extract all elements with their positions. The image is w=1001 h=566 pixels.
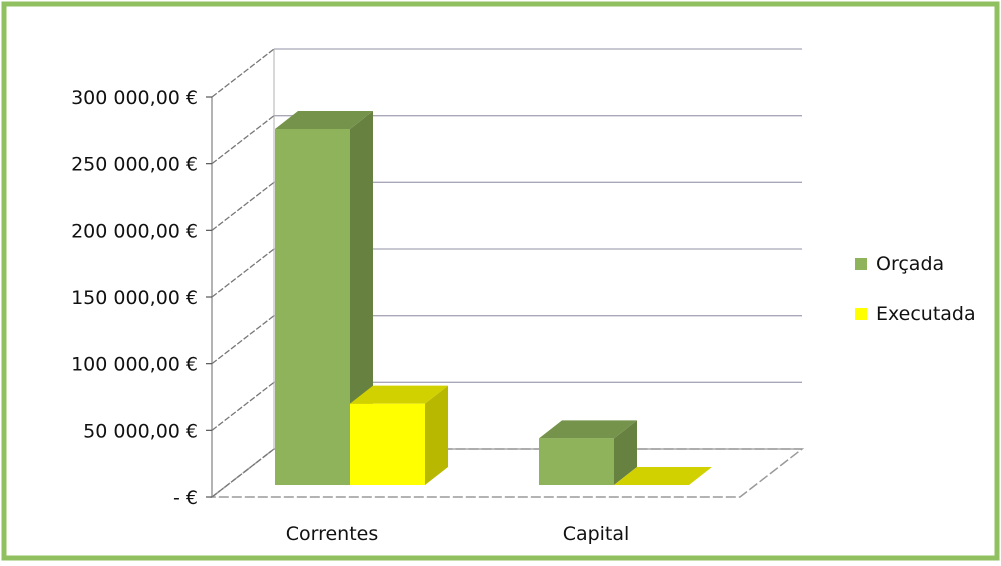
legend-swatch-executada: [855, 308, 867, 320]
bar-correntes-executada: [350, 385, 448, 485]
y-tick-label: 100 000,00 €: [71, 354, 198, 376]
gridline-side: [211, 115, 275, 165]
y-tick-label: 300 000,00 €: [71, 87, 198, 109]
x-tick-label-capital: Capital: [563, 523, 630, 545]
bar-front-face: [350, 403, 425, 485]
gridline-side: [211, 448, 275, 498]
gridline-side: [211, 248, 275, 298]
gridline-side: [211, 181, 275, 231]
bar-top-face: [539, 420, 637, 439]
bar-top-face: [350, 385, 448, 404]
bar-side-face: [614, 420, 637, 485]
y-tick-label: 150 000,00 €: [71, 287, 198, 309]
legend-label-executada: Executada: [876, 303, 976, 325]
legend-label-orçada: Orçada: [876, 253, 944, 275]
gridline-side: [211, 315, 275, 365]
bar-front-face: [275, 129, 350, 485]
x-tick-label-correntes: Correntes: [286, 523, 379, 545]
bar-capital-orçada: [539, 420, 637, 485]
x-axis-ticks: Correntes Capital: [286, 523, 630, 545]
legend: Orçada Executada: [855, 253, 976, 325]
y-tick-label: - €: [173, 487, 198, 509]
bar-side-face: [425, 385, 448, 485]
y-tick-label: 250 000,00 €: [71, 154, 198, 176]
gridline-side: [211, 48, 275, 98]
y-tick-label: 200 000,00 €: [71, 220, 198, 242]
y-axis-ticks: - € 50 000,00 € 100 000,00 € 150 000,00 € 20…: [71, 87, 212, 509]
legend-swatch-orçada: [855, 258, 867, 270]
bar-top-face: [614, 467, 712, 485]
bars: [275, 111, 712, 485]
bar-top-face: [275, 111, 373, 129]
bar-front-face: [539, 438, 614, 485]
gridline-side: [211, 381, 275, 431]
bar-capital-executada: [614, 467, 712, 485]
y-tick-label: 50 000,00 €: [83, 420, 198, 442]
